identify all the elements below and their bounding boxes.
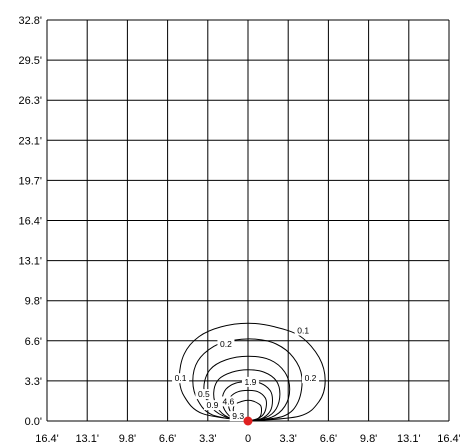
- y-tick-label: 29.5': [18, 55, 42, 67]
- isoline-group: [178, 322, 326, 422]
- isoline-label: 0.1: [297, 326, 309, 336]
- isoline-label-bg: [294, 325, 312, 336]
- x-tick-label: 16.4': [437, 433, 460, 445]
- x-tick-label: 16.4': [35, 433, 59, 445]
- y-tick-label: 19.7': [18, 175, 42, 187]
- y-tick-label: 9.8': [25, 296, 42, 308]
- y-tick-label: 0.0': [25, 416, 42, 428]
- isoline-label: 1.9: [245, 377, 257, 387]
- x-tick-label: 9.8': [360, 433, 377, 445]
- isoline-label-bg: [302, 373, 320, 384]
- isoline-0.1: [178, 322, 326, 422]
- isoline-label: 0.2: [220, 339, 232, 349]
- y-tick-label: 16.4': [18, 216, 42, 228]
- x-tick-label: 13.1': [397, 433, 421, 445]
- isoline-label: 0.9: [207, 400, 219, 410]
- light-source-group: [243, 416, 253, 426]
- y-tick-label: 3.3': [25, 376, 42, 388]
- isoline-label-bg: [172, 373, 190, 384]
- isoline-label-bg: [217, 338, 235, 349]
- isoline-label-group: 0.1 0.1 0.2 0.2 0.50.9 1.9 4.6 9.3: [172, 325, 320, 422]
- y-tick-label: 32.8': [18, 15, 42, 27]
- x-tick-label: 0: [245, 433, 251, 445]
- y-axis-ticks: 0.0' 3.3' 6.6' 9.8' 13.1' 16.4' 19.7' 23.1' 26.3…: [18, 15, 42, 428]
- isoline-label-bg: [241, 376, 259, 387]
- light-source-marker: [243, 416, 253, 426]
- isoline-label-bg: [229, 411, 247, 422]
- x-axis-ticks: 16.4' 13.1' 9.8' 6.6' 3.3' 0 3.3' 6.6' 9.8' 13.1'…: [35, 433, 460, 445]
- isoline-0.5: [203, 355, 291, 422]
- isoline-label: 0.2: [305, 373, 317, 383]
- y-tick-label: 23.1': [18, 135, 42, 147]
- chart-grid: [46, 19, 450, 422]
- isoline-label: 9.3: [232, 411, 244, 421]
- x-tick-label: 3.3': [279, 433, 296, 445]
- y-tick-label: 26.3': [18, 95, 42, 107]
- x-tick-label: 6.6': [159, 433, 176, 445]
- x-tick-label: 6.6': [320, 433, 337, 445]
- isoline-label: 4.6: [222, 396, 234, 406]
- x-tick-label: 3.3': [199, 433, 216, 445]
- x-tick-label: 13.1': [75, 433, 99, 445]
- y-tick-label: 13.1': [18, 256, 42, 268]
- x-tick-label: 9.8': [119, 433, 136, 445]
- y-tick-label: 6.6': [25, 336, 42, 348]
- isoline-label-bg: [219, 396, 237, 407]
- isoline-label: 0.5: [198, 389, 210, 399]
- isoline-label: 0.1: [175, 373, 187, 383]
- isoline-label-bg: [203, 400, 221, 411]
- isoline-label-bg: [195, 389, 213, 400]
